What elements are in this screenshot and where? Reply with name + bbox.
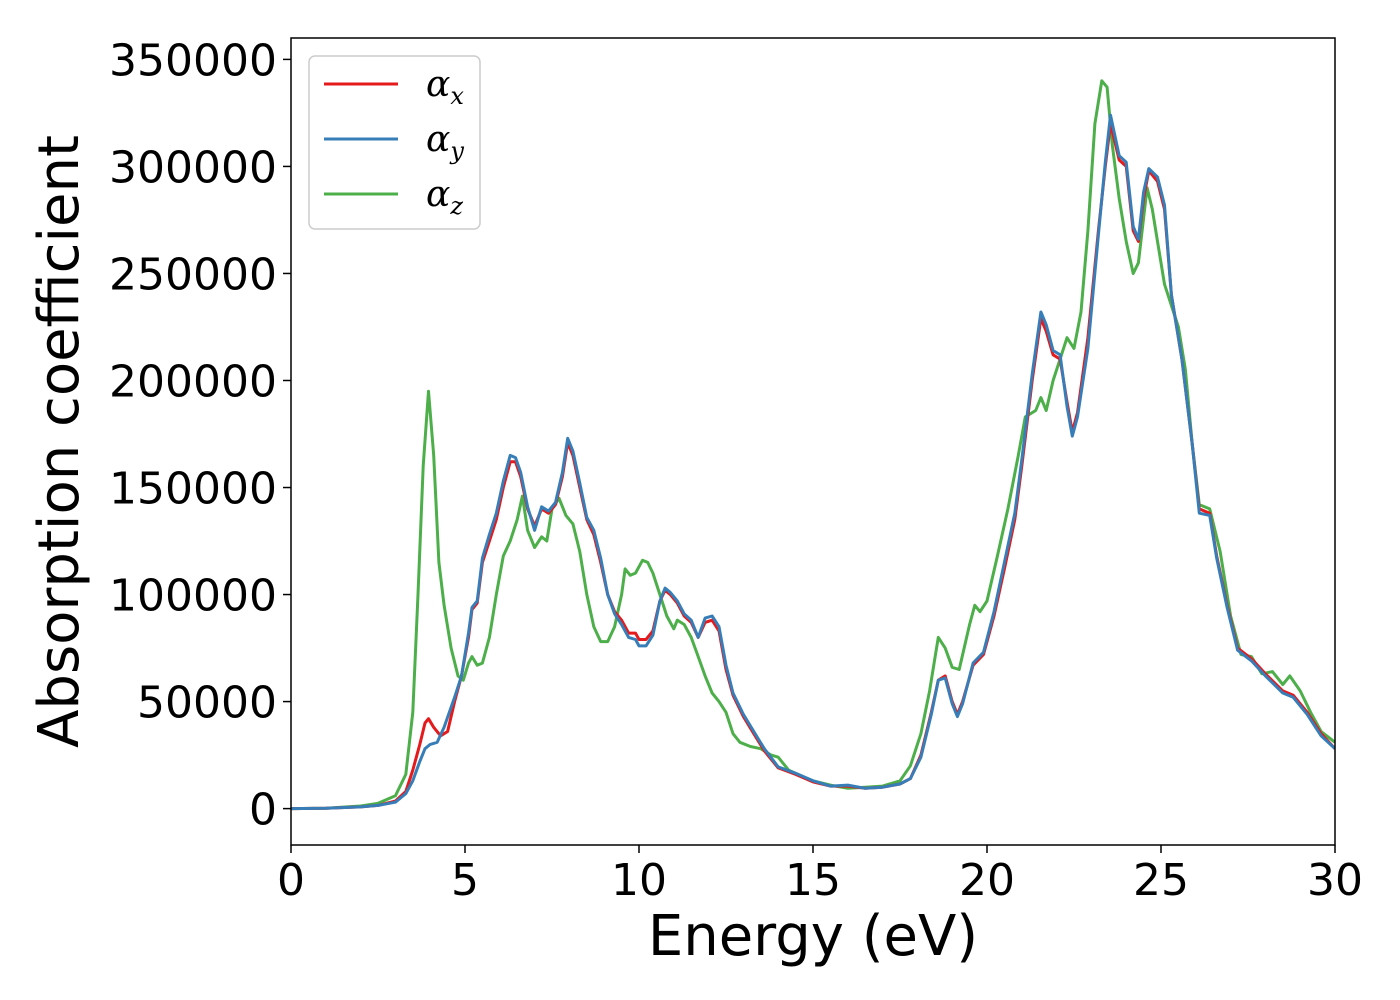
legend: αx αy αz bbox=[308, 55, 481, 230]
x-axis: 0 5 10 15 20 25 30 bbox=[277, 845, 1363, 906]
x-tick-label: 15 bbox=[785, 855, 841, 906]
y-axis: 0 50000 100000 150000 200000 250000 300000 3500… bbox=[109, 35, 291, 836]
y-axis-title: Absorption coefficient bbox=[27, 135, 92, 748]
x-tick-label: 25 bbox=[1133, 855, 1189, 906]
legend-label-x: αx bbox=[426, 64, 464, 110]
y-tick-label: 200000 bbox=[109, 356, 277, 407]
y-tick-label: 0 bbox=[249, 785, 277, 836]
x-tick-label: 5 bbox=[451, 855, 479, 906]
series-line-y bbox=[291, 113, 1335, 811]
x-tick-label: 20 bbox=[959, 855, 1015, 906]
legend-label-y: αy bbox=[426, 119, 464, 165]
y-tick-label: 250000 bbox=[109, 249, 277, 300]
y-tick-label: 50000 bbox=[137, 678, 277, 729]
x-axis-title: Energy (eV) bbox=[648, 904, 978, 969]
x-tick-label: 0 bbox=[277, 855, 305, 906]
y-tick-label: 300000 bbox=[109, 142, 277, 193]
legend-box bbox=[308, 55, 481, 230]
y-tick-label: 100000 bbox=[109, 571, 277, 622]
x-tick-label: 30 bbox=[1307, 855, 1363, 906]
legend-label-z: αz bbox=[426, 174, 463, 220]
y-tick-label: 350000 bbox=[109, 35, 277, 86]
y-tick-label: 150000 bbox=[109, 464, 277, 515]
series-layer bbox=[291, 79, 1335, 811]
x-tick-label: 10 bbox=[611, 855, 667, 906]
